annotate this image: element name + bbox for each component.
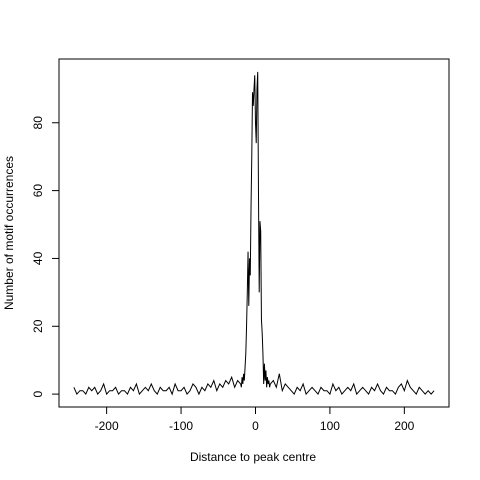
x-tick-label: -200 xyxy=(95,419,119,433)
y-tick-label: 40 xyxy=(31,251,45,265)
data-line xyxy=(73,71,435,396)
x-tick-label: 100 xyxy=(320,419,340,433)
y-axis-label: Number of motif occurrences xyxy=(2,156,16,310)
plot-box xyxy=(58,58,450,408)
y-tick-label: 20 xyxy=(31,319,45,333)
y-tick-label: 0 xyxy=(31,390,45,397)
x-axis-label: Distance to peak centre xyxy=(190,450,316,464)
y-tick-label: 80 xyxy=(31,116,45,130)
x-tick-label: -100 xyxy=(169,419,193,433)
x-tick-label: 0 xyxy=(252,419,259,433)
x-tick-label: 200 xyxy=(394,419,414,433)
y-tick-label: 60 xyxy=(31,184,45,198)
